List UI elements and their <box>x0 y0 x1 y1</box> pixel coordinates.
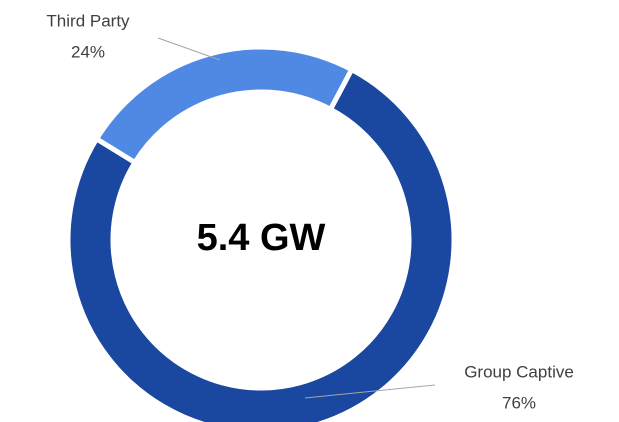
center-label: 5.4 GW <box>197 217 326 259</box>
value-label: 76% <box>502 393 536 412</box>
donut-slice <box>65 66 457 422</box>
category-label: Third Party <box>46 11 130 30</box>
category-label: Group Captive <box>464 362 574 381</box>
leader-line <box>304 384 436 399</box>
value-label: 24% <box>71 42 105 61</box>
donut-slice <box>93 44 355 166</box>
leader-line <box>157 37 221 61</box>
